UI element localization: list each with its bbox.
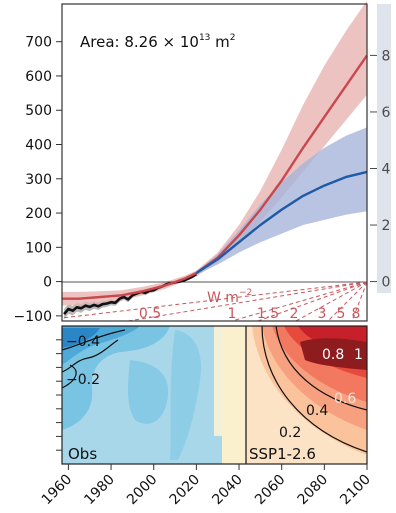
flux-guide-line xyxy=(127,281,368,322)
ssp-contour-04 xyxy=(275,326,367,411)
series-2-line xyxy=(195,170,368,275)
obs-patch-3 xyxy=(170,330,201,460)
ssp-contour-02 xyxy=(261,326,367,453)
flux-tick-label: 1 xyxy=(228,306,237,322)
flux-tick-label: 5 xyxy=(337,306,346,322)
obs-patch-2 xyxy=(127,360,169,424)
flux-unit-label: W m−2 xyxy=(207,288,252,306)
ssp-contour-label-1: 1 xyxy=(354,347,363,363)
obs-warm-edge xyxy=(214,326,223,436)
obs-contour-label-1: −0.4 xyxy=(66,334,100,350)
flux-guide-line xyxy=(61,281,368,319)
x-axis: 1960 1980 2000 2020 2040 2060 2080 2100 xyxy=(39,464,374,508)
obs-heatmap xyxy=(62,326,246,464)
left-tick-label: 0 xyxy=(43,275,52,291)
obs-warm-strip xyxy=(222,326,246,464)
left-tick-label: 200 xyxy=(25,206,52,222)
flux-guide-line xyxy=(257,281,368,322)
flux-tick-label: 3 xyxy=(318,306,327,322)
right-axis: 0 2 4 6 8 xyxy=(370,4,391,293)
right-axis-band xyxy=(377,4,391,293)
area-annotation: Area: 8.26 × 1013 m2 xyxy=(80,33,236,51)
plot-frame xyxy=(61,3,368,322)
left-tick-label: 500 xyxy=(25,103,52,119)
flux-tick-label: 8 xyxy=(352,306,361,322)
x-tick-label: 1980 xyxy=(81,472,118,509)
obs-contour-label-2: −0.2 xyxy=(66,372,100,388)
ssp-contour-label-04: 0.4 xyxy=(306,403,328,419)
ssp-contour-label-08: 0.8 xyxy=(322,347,344,363)
right-tick-label: 2 xyxy=(382,218,391,234)
obs-label: Obs xyxy=(68,445,97,463)
flux-tick-label: 0.5 xyxy=(139,306,161,322)
x-tick-label: 2040 xyxy=(209,472,246,509)
obs-contour-1 xyxy=(62,329,126,351)
right-tick-label: 8 xyxy=(382,48,391,64)
series-2-band xyxy=(196,127,367,275)
left-tick-label: 600 xyxy=(25,69,52,85)
ssp-level-6 xyxy=(300,338,367,370)
ssp-label: SSP1-2.6 xyxy=(249,445,316,463)
flux-tick-labels: 0.5 1 1.5 2 3 5 8 xyxy=(139,306,361,322)
x-tick-label: 2000 xyxy=(124,472,161,509)
obs-contour-3 xyxy=(62,364,77,389)
left-tick-label: 400 xyxy=(25,138,52,154)
left-tick-label: −100 xyxy=(14,309,52,325)
ssp-contour-label-02: 0.2 xyxy=(279,425,301,441)
left-tick-label: 300 xyxy=(25,172,52,188)
line-chart-panel: −100 0 100 200 300 400 500 600 700 Area: 8.26 × … xyxy=(14,0,368,325)
left-tick-label: 700 xyxy=(25,35,52,51)
x-tick-label: 2020 xyxy=(167,472,204,509)
obs-deep-patch xyxy=(62,328,100,348)
series-1-band xyxy=(62,0,367,306)
obs-mid-patch xyxy=(62,326,170,430)
x-tick-label: 1960 xyxy=(39,472,76,509)
x-tick-label: 2080 xyxy=(295,472,332,509)
ssp-heatmap xyxy=(246,326,367,464)
heatmap-panel: −0.4 −0.2 0.2 0.4 0.6 0.8 1 Obs SSP1-2.6 xyxy=(56,325,368,465)
series-lines xyxy=(62,54,368,315)
x-tick-label: 2060 xyxy=(252,472,289,509)
right-tick-label: 4 xyxy=(382,161,391,177)
flux-tick-label: 2 xyxy=(290,306,299,322)
heatmap-y-ticks xyxy=(56,339,62,451)
flux-guide-line xyxy=(327,281,368,322)
left-tick-label: 100 xyxy=(25,240,52,256)
ssp-contour-label-06: 0.6 xyxy=(334,391,356,407)
flux-guide-line xyxy=(231,281,368,322)
flux-tick-label: 1.5 xyxy=(257,306,279,322)
obs-contour-2 xyxy=(62,339,119,373)
right-tick-label: 6 xyxy=(382,105,391,121)
x-tick-label: 2100 xyxy=(337,472,374,509)
left-axis: −100 0 100 200 300 400 500 600 700 xyxy=(14,35,62,325)
flux-guide-lines xyxy=(61,281,368,322)
right-tick-label: 0 xyxy=(382,275,391,291)
